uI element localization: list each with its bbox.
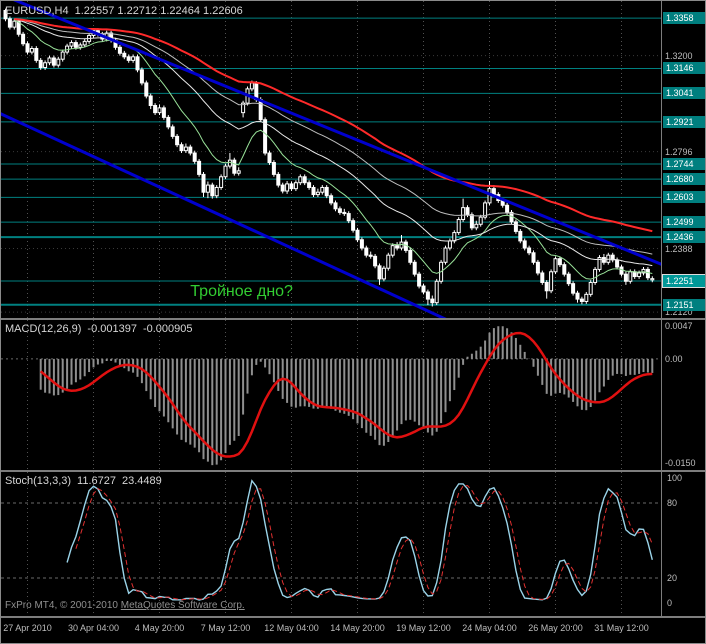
stoch-signal-value: 23.4489 [122,475,162,487]
chart-header: EURUSD,H4 1.22557 1.22712 1.22464 1.22606 [5,5,249,17]
symbol-timeframe-label: EURUSD,H4 [5,5,69,17]
macd-signal-value: -0.000905 [142,323,193,335]
time-axis-label: 7 May 12:00 [200,623,251,633]
pane-separator-stoch[interactable] [1,470,705,472]
time-axis-label: 31 May 12:00 [594,623,649,633]
macd-main-value: -0.001397 [87,323,137,335]
price-level-label: 1.3041 [663,87,705,100]
time-axis-label: 19 May 12:00 [396,623,451,633]
price-level-label: 1.2151 [663,298,705,311]
price-level-label: 1.2436 [663,231,705,244]
price-axis-separator [661,1,662,616]
stoch-scale-label: 20 [667,573,678,583]
current-price-label: 1.2251 [662,274,705,289]
price-level-label: 1.3146 [663,62,705,75]
stoch-header: Stoch(13,3,3) 11.6727 23.4489 [5,475,168,487]
stoch-scale-label: 80 [667,498,678,508]
price-level-label: 1.2680 [663,173,705,186]
macd-scale-label: 0.00 [665,353,683,364]
stoch-indicator-label: Stoch(13,3,3) [5,475,72,487]
price-level-label: 1.2603 [663,191,705,204]
time-axis-separator [1,616,705,618]
price-tick-label: 1.3200 [665,50,693,61]
ohlc-readout: 1.22557 1.22712 1.22464 1.22606 [74,5,243,17]
time-axis-label: 12 May 04:00 [264,623,319,633]
triple-bottom-annotation: Тройное дно? [190,283,293,301]
macd-header: MACD(12,26,9) -0.001397 -0.000905 [5,323,199,335]
time-axis-label: 4 May 20:00 [134,623,185,633]
stoch-scale-label: 0 [667,598,673,608]
price-tick-label: 1.2120 [665,307,693,318]
time-axis-label: 26 May 20:00 [528,623,583,633]
stoch-main-value: 11.6727 [77,475,116,487]
stoch-scale-label: 100 [667,473,683,483]
price-level-label: 1.3358 [663,12,705,25]
price-level-label: 1.2744 [663,157,705,170]
watermark-prefix: FxPro MT4, © 2001-2010 [5,600,121,611]
watermark: FxPro MT4, © 2001-2010 MetaQuotes Softwa… [5,600,245,611]
time-axis-label: 24 May 04:00 [462,623,517,633]
price-level-label: 1.2499 [663,216,705,229]
price-chart-canvas[interactable] [1,1,706,318]
price-level-label: 1.2921 [663,115,705,128]
time-axis-label: 27 Apr 2010 [3,623,52,633]
stoch-pane-canvas[interactable] [1,472,706,615]
macd-scale-label: 0.0047 [665,321,693,332]
time-axis-label: 14 May 20:00 [330,623,385,633]
price-tick-label: 1.2796 [665,146,693,157]
macd-scale-label: -0.0150 [665,458,696,469]
macd-indicator-label: MACD(12,26,9) [5,323,82,335]
price-tick-label: 1.2388 [665,243,693,254]
watermark-company-link[interactable]: MetaQuotes Software Corp. [120,600,245,611]
time-axis-label: 30 Apr 04:00 [67,623,120,633]
macd-pane-canvas[interactable] [1,320,706,470]
pane-separator-macd[interactable] [1,318,705,320]
